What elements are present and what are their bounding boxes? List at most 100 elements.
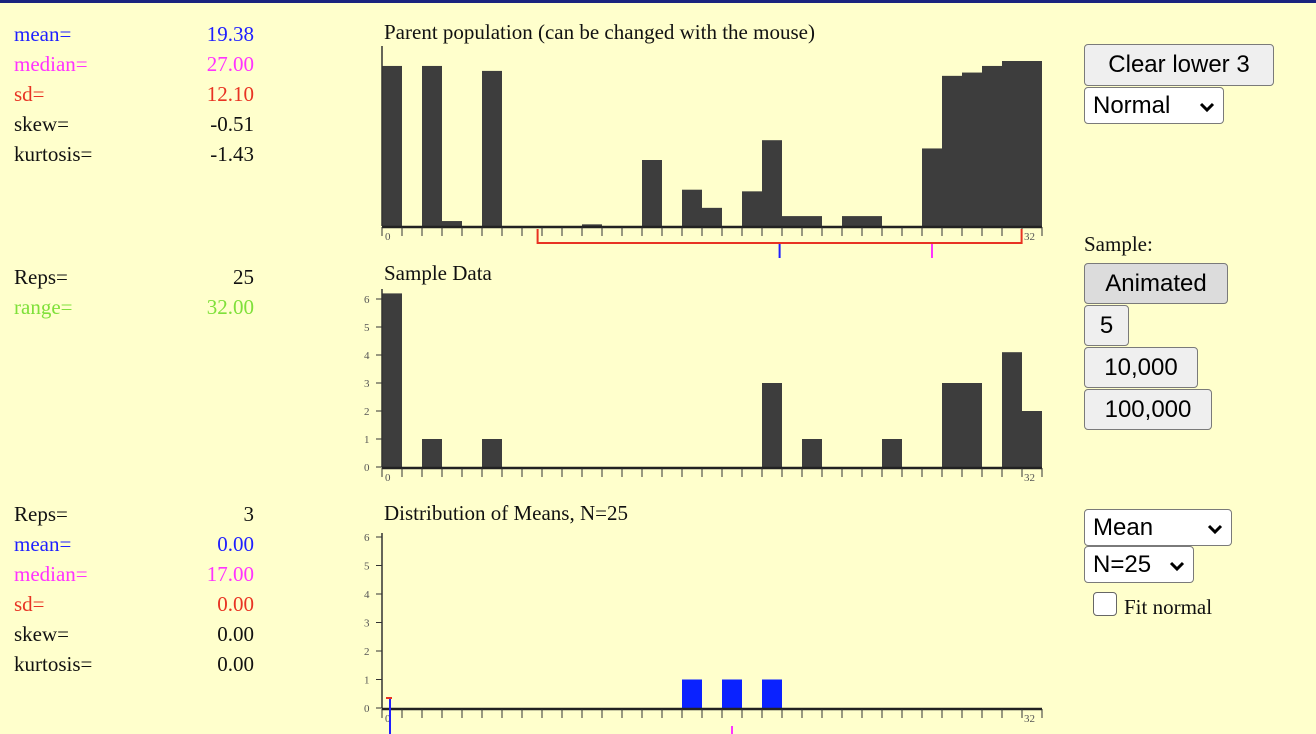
sample-size-select-value: N=25: [1093, 550, 1152, 578]
histogram-bar: [582, 224, 602, 226]
sample-data-chart: 0 32 0 1 2 3 4 5 6: [364, 289, 1043, 484]
stat-label: range=: [14, 295, 73, 319]
histogram-bar: [802, 216, 822, 226]
y-tick-label: 1: [364, 675, 370, 687]
parent-chart-title: Parent population (can be changed with t…: [384, 20, 815, 44]
chevron-down-icon: [1199, 92, 1215, 120]
chevron-down-icon: [1207, 514, 1223, 542]
fit-normal-label: Fit normal: [1124, 595, 1213, 619]
fit-normal-checkbox[interactable]: [1093, 592, 1117, 616]
histogram-bar: [382, 65, 402, 226]
histogram-bar: [442, 221, 462, 226]
histogram-bar: [942, 75, 962, 226]
x-min-label: 0: [385, 713, 391, 725]
y-tick-label: 3: [364, 378, 370, 390]
histogram-bar: [802, 439, 822, 467]
y-tick-label: 2: [364, 646, 370, 658]
parent-population-chart[interactable]: 0 32: [370, 40, 1060, 265]
sd-range-bracket: [536, 229, 1023, 244]
histogram-bar: [922, 148, 942, 226]
x-max-label: 32: [1024, 231, 1035, 243]
stat-value: 12.10: [206, 82, 254, 106]
stat-row: mean= 0.00: [14, 529, 254, 559]
stat-label: mean=: [14, 22, 72, 46]
stat-value: 17.00: [206, 562, 254, 586]
stat-label: kurtosis=: [14, 142, 93, 166]
y-tick-label: 5: [364, 322, 370, 334]
x-min-label: 0: [385, 472, 391, 484]
histogram-bar: [722, 679, 742, 708]
histogram-bar: [702, 207, 722, 226]
stat-row: kurtosis= -1.43: [14, 139, 254, 169]
stat-row: mean= 19.38: [14, 19, 254, 49]
histogram-bar: [962, 383, 982, 467]
stat-label: sd=: [14, 82, 45, 106]
statistic-select-value: Mean: [1093, 513, 1154, 541]
distribution-select-value: Normal: [1093, 91, 1171, 119]
y-tick-label: 1: [364, 434, 370, 446]
means-distribution-chart: 0 32 0 1 2 3 4 5 6: [364, 532, 1043, 734]
y-tick-label: 3: [364, 618, 370, 630]
sample-100000-button[interactable]: 100,000: [1084, 389, 1212, 430]
histogram-bar: [682, 189, 702, 226]
histogram-bar: [382, 293, 402, 467]
sample-label: Sample:: [1084, 232, 1153, 256]
statistic-select[interactable]: Mean: [1084, 509, 1232, 546]
y-tick-label: 0: [364, 703, 370, 715]
stat-label: median=: [14, 52, 88, 76]
distribution-select[interactable]: Normal: [1084, 87, 1224, 124]
stat-value: 0.00: [217, 622, 254, 646]
stat-label: Reps=: [14, 502, 68, 526]
stat-label: mean=: [14, 532, 72, 556]
y-tick-label: 0: [364, 462, 370, 474]
y-tick-label: 4: [364, 589, 370, 601]
histogram-bar: [422, 65, 442, 226]
x-max-label: 32: [1024, 713, 1035, 725]
stat-label: skew=: [14, 112, 70, 136]
top-border: [0, 0, 1316, 3]
histogram-bar: [782, 216, 802, 226]
stat-row: skew= -0.51: [14, 109, 254, 139]
sample-10000-button[interactable]: 10,000: [1084, 347, 1198, 388]
y-tick-label: 5: [364, 561, 370, 573]
histogram-bar: [1002, 352, 1022, 467]
stat-row: median= 17.00: [14, 559, 254, 589]
histogram-bar: [1002, 61, 1022, 226]
stat-value: 27.00: [206, 52, 254, 76]
stat-label: median=: [14, 562, 88, 586]
histogram-bar: [762, 140, 782, 226]
stat-value: 0.00: [217, 652, 254, 676]
histogram-bar: [882, 439, 902, 467]
stat-label: sd=: [14, 592, 45, 616]
y-tick-label: 4: [364, 350, 370, 362]
means-chart-title: Distribution of Means, N=25: [384, 501, 628, 525]
histogram-bar: [942, 383, 962, 467]
sample-size-select[interactable]: N=25: [1084, 546, 1194, 583]
histogram-bar: [482, 70, 502, 227]
stat-value: -1.43: [210, 142, 254, 166]
stat-label: kurtosis=: [14, 652, 93, 676]
stat-value: 19.38: [206, 22, 254, 46]
histogram-bar: [742, 191, 762, 226]
animated-button[interactable]: Animated: [1084, 263, 1228, 304]
sample-chart-title: Sample Data: [384, 261, 492, 285]
stat-value: 25: [233, 265, 254, 289]
histogram-bar: [842, 216, 862, 226]
stat-row: median= 27.00: [14, 49, 254, 79]
histogram-bar: [862, 216, 882, 226]
stat-value: 0.00: [217, 532, 254, 556]
clear-lower-button[interactable]: Clear lower 3: [1084, 44, 1274, 86]
stat-row: Reps= 25: [14, 262, 254, 292]
y-tick-label: 6: [364, 294, 370, 306]
stat-value: -0.51: [210, 112, 254, 136]
stat-row: sd= 12.10: [14, 79, 254, 109]
stat-label: skew=: [14, 622, 70, 646]
histogram-bar: [962, 72, 982, 226]
histogram-bar: [422, 439, 442, 467]
histogram-bar: [762, 679, 782, 708]
sample-5-button[interactable]: 5: [1084, 305, 1129, 346]
y-tick-label: 6: [364, 532, 370, 544]
stat-row: skew= 0.00: [14, 619, 254, 649]
stat-row: range= 32.00: [14, 292, 254, 322]
y-tick-label: 2: [364, 406, 370, 418]
